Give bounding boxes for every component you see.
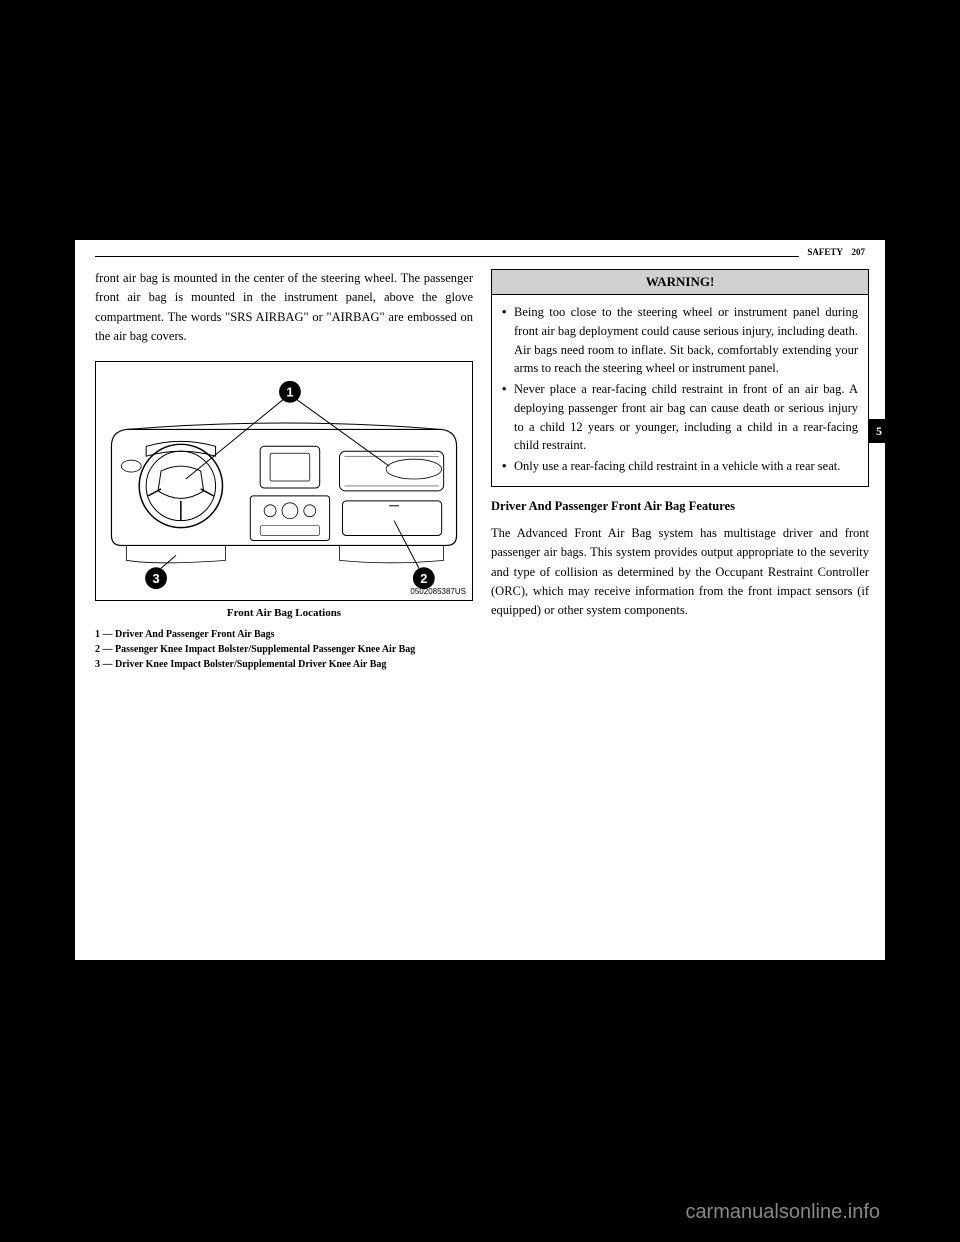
body-paragraph: The Advanced Front Air Bag system has mu… bbox=[491, 524, 869, 621]
warning-bullet: Only use a rear-facing child restraint i… bbox=[502, 457, 858, 476]
subheading: Driver And Passenger Front Air Bag Featu… bbox=[491, 499, 869, 514]
left-column: front air bag is mounted in the center o… bbox=[95, 269, 473, 672]
legend-list: 1 — Driver And Passenger Front Air Bags … bbox=[95, 627, 473, 672]
warning-content: Being too close to the steering wheel or… bbox=[492, 295, 868, 486]
dashboard-diagram-icon: 1 2 3 bbox=[96, 362, 472, 600]
warning-bullet: Never place a rear-facing child restrain… bbox=[502, 380, 858, 455]
diagram-image-id: 0502085387US bbox=[410, 587, 466, 596]
header-label: SAFETY 207 bbox=[799, 247, 865, 257]
section-tab: 5 bbox=[869, 419, 889, 443]
diagram-container: 1 2 3 0502085387US bbox=[95, 361, 473, 601]
intro-paragraph: front air bag is mounted in the center o… bbox=[95, 269, 473, 347]
header-page-number: 207 bbox=[852, 247, 866, 257]
watermark: carmanualsonline.info bbox=[685, 1201, 880, 1224]
svg-text:3: 3 bbox=[152, 571, 159, 586]
legend-item: 2 — Passenger Knee Impact Bolster/Supple… bbox=[95, 642, 473, 657]
header-rule: SAFETY 207 bbox=[95, 256, 865, 257]
legend-item: 3 — Driver Knee Impact Bolster/Supplemen… bbox=[95, 657, 473, 672]
warning-bullet: Being too close to the steering wheel or… bbox=[502, 303, 858, 378]
svg-text:2: 2 bbox=[420, 571, 427, 586]
legend-item: 1 — Driver And Passenger Front Air Bags bbox=[95, 627, 473, 642]
warning-title: WARNING! bbox=[492, 270, 868, 295]
diagram-caption: Front Air Bag Locations bbox=[95, 607, 473, 619]
right-column: WARNING! Being too close to the steering… bbox=[491, 269, 869, 672]
content-columns: front air bag is mounted in the center o… bbox=[95, 269, 865, 672]
page-container: SAFETY 207 front air bag is mounted in t… bbox=[75, 240, 885, 960]
warning-box: WARNING! Being too close to the steering… bbox=[491, 269, 869, 487]
svg-text:1: 1 bbox=[286, 384, 293, 399]
header-section: SAFETY bbox=[807, 247, 842, 257]
